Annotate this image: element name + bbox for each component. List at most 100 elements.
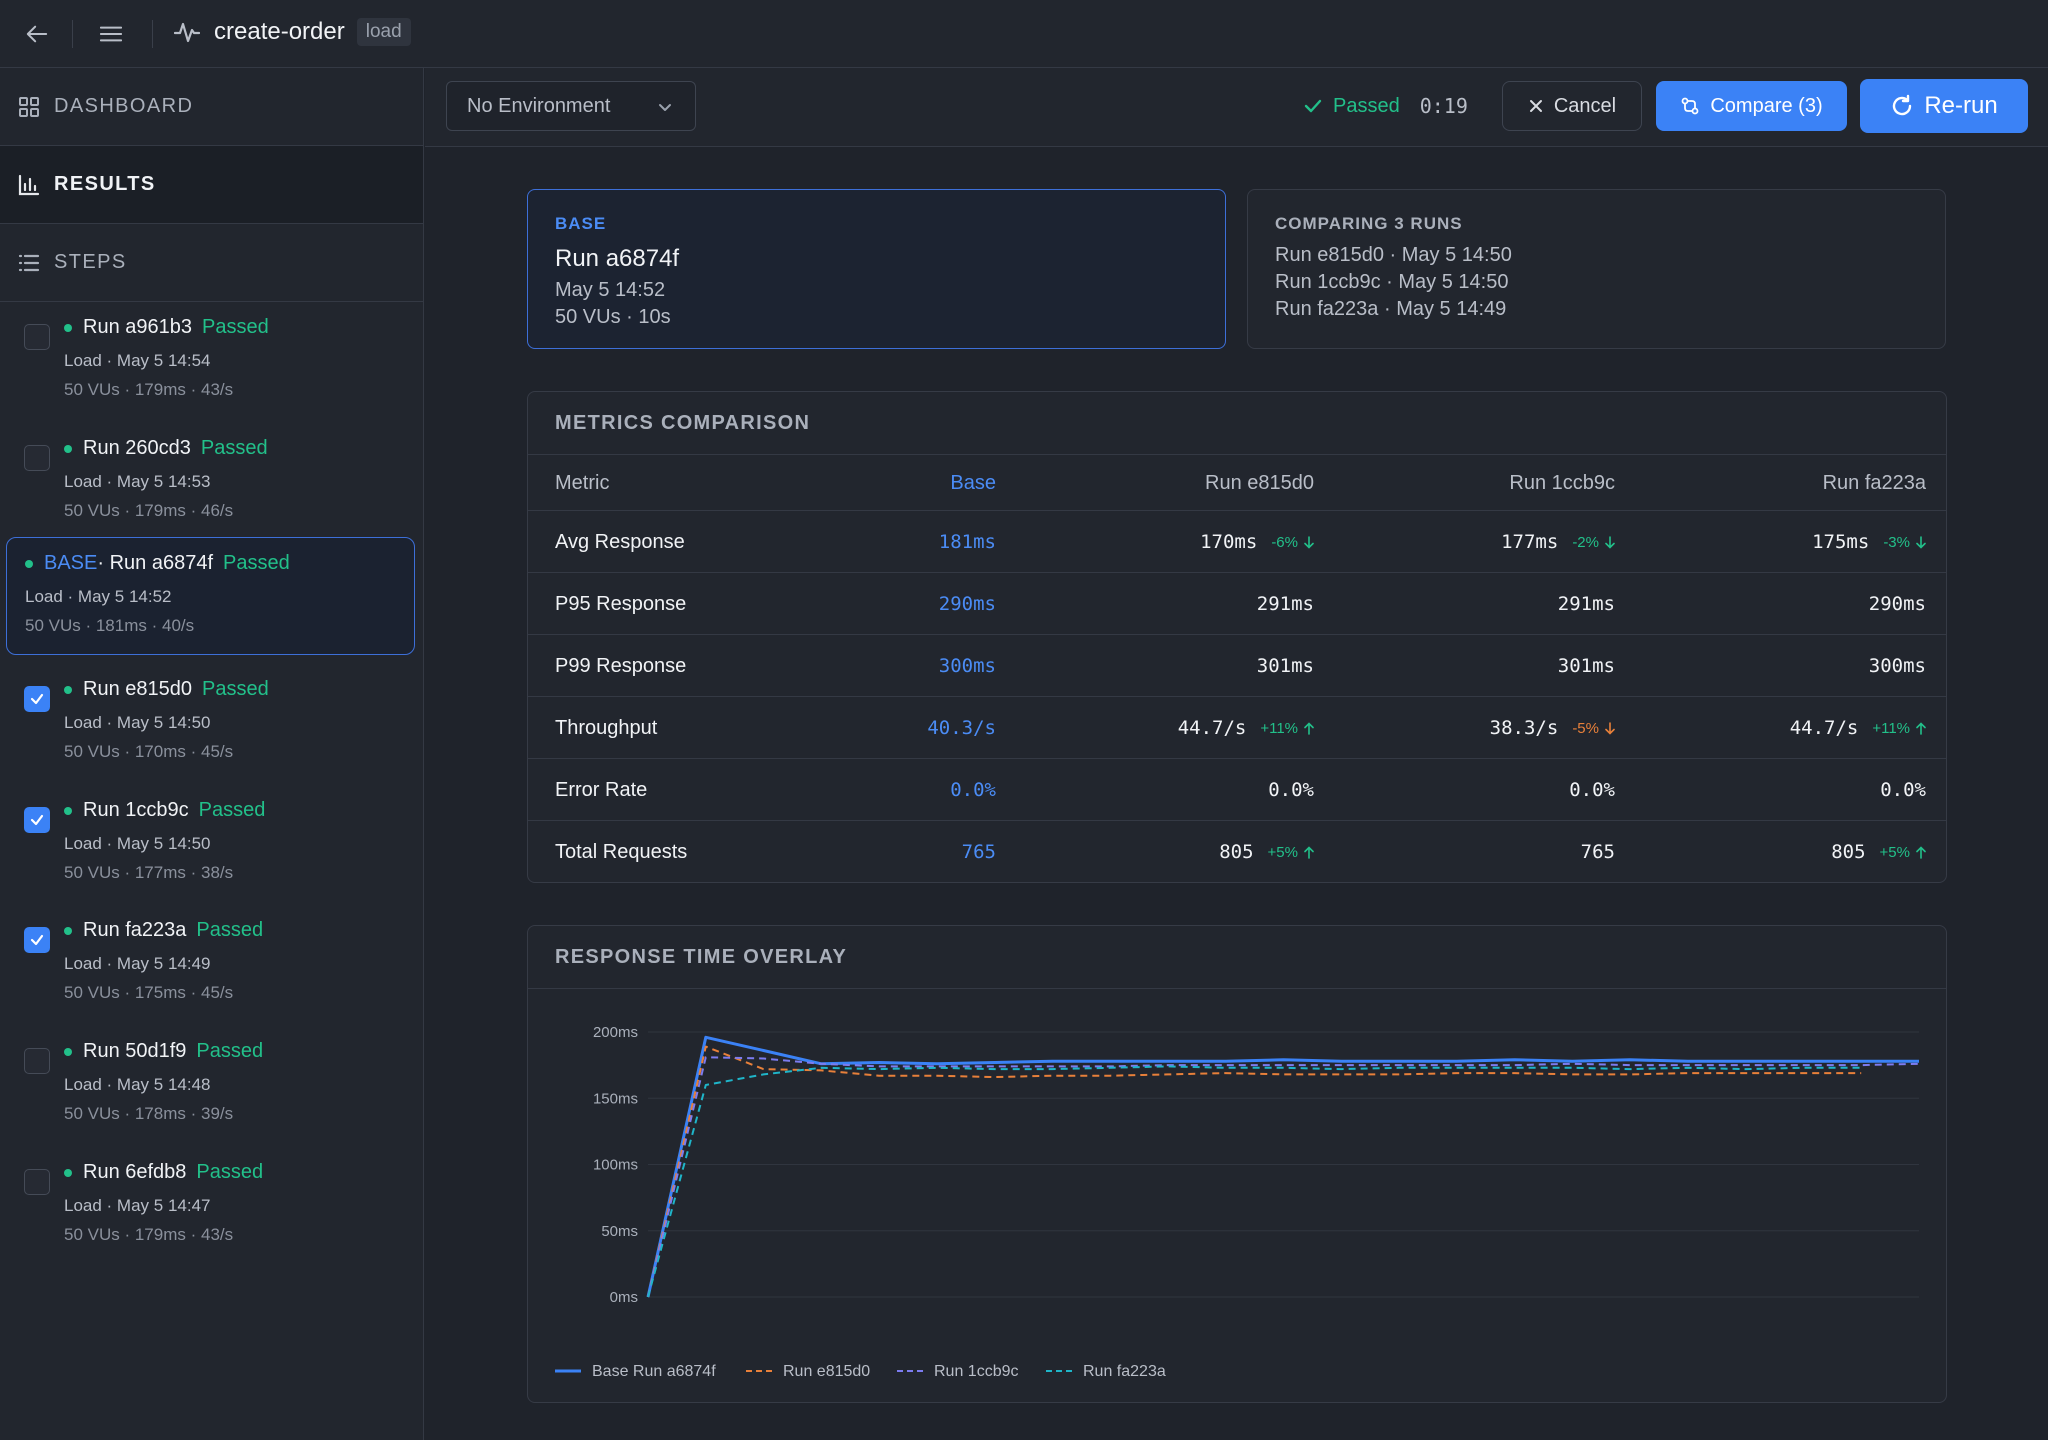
run-item[interactable]: Run 50d1f9 Passed Load · May 5 14:48 50 VUs… (6, 1026, 415, 1144)
delta-value: -3% (1883, 533, 1910, 551)
comparing-run-item: Run 1ccb9c · May 5 14:50 (1275, 271, 1509, 293)
chevron-down-icon (657, 98, 673, 121)
run-meta: Load · May 5 14:50 (64, 834, 211, 853)
metrics-row: Error Rate 0.0% 0.0% 0.0% 0.0% (528, 758, 1946, 820)
run-checkbox[interactable] (24, 1169, 50, 1195)
run-item[interactable]: Run 1ccb9c Passed Load · May 5 14:50 50 VUs… (6, 785, 415, 903)
base-value: 0.0% (950, 779, 996, 801)
metric-cell: 290ms (528, 573, 1926, 635)
arrow-down-icon (1602, 535, 1615, 549)
nav-dashboard[interactable]: DASHBOARD (0, 68, 423, 146)
legend-label: Run fa223a (1083, 1363, 1166, 1380)
environment-value: No Environment (467, 94, 611, 117)
run-title-row: Run a961b3 Passed (64, 316, 269, 339)
column-header: Run e815d0 (1205, 471, 1314, 494)
metric-cell: 177ms -2% (528, 511, 1615, 573)
metric-cell: 0.0% (528, 759, 1926, 821)
arrow-up-icon (1301, 721, 1314, 735)
run-title: Run 6efdb8 (83, 1161, 187, 1183)
run-checkbox[interactable] (24, 445, 50, 471)
series-line-1 (647, 1045, 1862, 1298)
metric-cell: 301ms (528, 635, 1314, 697)
series-line-2 (647, 1056, 1920, 1298)
delta-badge: +11% (1872, 720, 1926, 737)
metrics-row: Avg Response 181ms 170ms -6% 177ms -2% 175ms -3… (528, 510, 1946, 572)
status-dot (64, 926, 72, 935)
base-value: 290ms (938, 593, 996, 615)
metric-value: 38.3/s (1489, 717, 1559, 739)
run-checkbox[interactable] (24, 927, 50, 953)
metrics-header-row: Metric Base Run e815d0 Run 1ccb9c Run fa223a (528, 454, 1946, 510)
run-stats: 50 VUs · 179ms · 43/s (64, 1225, 234, 1244)
top-bar: create-order load (0, 0, 2048, 68)
back-arrow-icon[interactable] (26, 23, 48, 45)
arrow-down-icon (1602, 721, 1615, 735)
status-label: Passed (1333, 94, 1400, 117)
base-eyebrow: BASE (555, 214, 607, 233)
y-tick-label: 0ms (610, 1289, 638, 1306)
run-checkbox[interactable] (24, 324, 50, 350)
base-run-item[interactable]: BASE · Run a6874f Passed Load · May 5 14:5… (6, 537, 415, 655)
nav-steps[interactable]: STEPS (0, 224, 423, 302)
delta-value: +11% (1872, 719, 1910, 737)
list-icon (18, 252, 40, 274)
run-title: Run fa223a (83, 919, 187, 941)
y-tick-label: 200ms (593, 1024, 638, 1041)
type-badge: load (356, 18, 411, 46)
run-title: Run 260cd3 (83, 437, 191, 459)
run-checkbox[interactable] (24, 686, 50, 712)
run-title-row: Run 260cd3 Passed (64, 437, 268, 460)
metric-cell: 38.3/s -5% (528, 697, 1615, 759)
bar-chart-icon (18, 174, 40, 196)
status-dot (64, 685, 72, 694)
rerun-button[interactable]: Re-run (1860, 79, 2028, 133)
run-item[interactable]: Run fa223a Passed Load · May 5 14:49 50 VUs… (6, 905, 415, 1023)
run-status: Passed (196, 1161, 264, 1183)
delta-value: -6% (1271, 533, 1298, 551)
base-value-cell: 765 (528, 821, 996, 883)
environment-select[interactable]: No Environment (446, 81, 696, 131)
metric-name: Error Rate (555, 778, 648, 801)
comparing-run-item: Run e815d0 · May 5 14:50 (1275, 244, 1512, 266)
run-status: Passed (196, 1040, 264, 1062)
run-item[interactable]: Run a961b3 Passed Load · May 5 14:54 50 VUs… (6, 302, 415, 420)
run-title: Run e815d0 (83, 678, 192, 700)
run-item[interactable]: Run 6efdb8 Passed Load · May 5 14:47 50 VUs… (6, 1147, 415, 1265)
delta-badge: +5% (1880, 844, 1926, 861)
metric-cell: 0.0% (528, 759, 1615, 821)
nav-results[interactable]: RESULTS (0, 146, 423, 224)
metric-name: Avg Response (555, 530, 685, 553)
base-value: 765 (961, 841, 996, 863)
metrics-row: P99 Response 300ms 301ms 301ms 300ms (528, 634, 1946, 696)
run-stats: 50 VUs · 178ms · 39/s (64, 1104, 234, 1123)
run-checkbox[interactable] (24, 807, 50, 833)
run-item[interactable]: Run e815d0 Passed Load · May 5 14:50 50 VUs… (6, 664, 415, 782)
menu-icon[interactable] (100, 23, 122, 45)
base-run-title: Run a6874f (555, 245, 680, 272)
base-value-cell: 40.3/s (528, 697, 996, 759)
compare-icon (1680, 96, 1710, 116)
run-status: Passed (198, 799, 266, 821)
metric-cell: 765 (528, 821, 1615, 883)
arrow-down-icon (1913, 535, 1926, 549)
base-value-cell: 290ms (528, 573, 996, 635)
sidebar: DASHBOARD RESULTS STEPS Run a961b3 Passed… (0, 68, 424, 1440)
comparing-eyebrow: COMPARING 3 RUNS (1275, 214, 1463, 233)
response-time-chart: 0ms 50ms 100ms 150ms 200ms Base Run a6874f Run… (555, 1024, 1920, 1380)
base-run-card: BASE Run a6874f May 5 14:52 50 VUs · 10s (527, 189, 1226, 349)
metrics-row: Throughput 40.3/s 44.7/s +11% 38.3/s -5% 44.7/… (528, 696, 1946, 758)
run-checkbox[interactable] (24, 1048, 50, 1074)
delta-value: +11% (1260, 719, 1298, 737)
metrics-comparison-card: METRICS COMPARISON Metric Base Run e815d0 R… (527, 391, 1947, 883)
column-header: Metric (555, 471, 610, 494)
run-status: Passed (201, 316, 269, 338)
run-status: Passed (200, 437, 268, 459)
run-meta: Load · May 5 14:49 (64, 954, 211, 973)
compare-button[interactable]: Compare (3) (1656, 81, 1847, 131)
run-meta: Load · May 5 14:50 (64, 713, 211, 732)
run-item[interactable]: Run 260cd3 Passed Load · May 5 14:53 50 VUs… (6, 423, 415, 541)
metric-name: Total Requests (555, 840, 688, 863)
run-title: · Run a6874f (97, 552, 213, 574)
cancel-button[interactable]: Cancel (1502, 81, 1642, 131)
metric-value: 301ms (1256, 655, 1314, 677)
